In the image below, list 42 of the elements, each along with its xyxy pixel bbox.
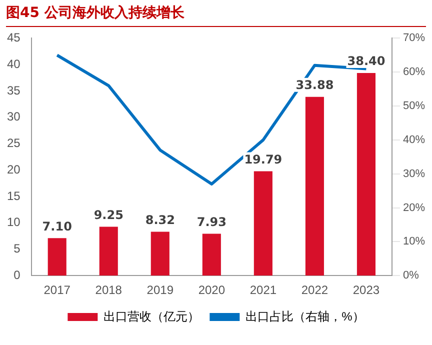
- y-tick-label: 10: [6, 215, 21, 230]
- bar: [356, 73, 376, 276]
- y2-tick-label: 70%: [402, 32, 426, 44]
- y2-tick-label: 20%: [402, 202, 426, 214]
- legend-label: 出口营收（亿元）: [104, 309, 200, 324]
- y-tick-label: 0: [14, 268, 21, 282]
- legend-label: 出口占比（右轴，%）: [246, 309, 364, 324]
- y-tick-label: 30: [6, 110, 21, 124]
- x-tick-label: 2023: [352, 283, 380, 298]
- x-tick-label: 2022: [301, 283, 328, 298]
- data-label: 7.93: [196, 214, 226, 229]
- bar: [305, 96, 324, 276]
- y2-tick-label: 10%: [402, 236, 426, 248]
- y2-tick-label: 30%: [402, 168, 426, 180]
- y-tick-label: 25: [6, 136, 21, 150]
- data-label: 8.32: [145, 212, 175, 227]
- y-tick-label: 15: [6, 188, 21, 203]
- bar: [254, 171, 272, 276]
- y2-tick-label: 50%: [402, 100, 426, 112]
- x-tick-label: 2019: [146, 283, 174, 298]
- data-label: 9.25: [94, 208, 124, 222]
- y-tick-label: 45: [6, 30, 21, 45]
- bar: [202, 234, 221, 276]
- x-tick-label: 2020: [198, 283, 226, 298]
- y-tick-label: 35: [6, 83, 21, 98]
- chart-title: 图45 公司海外收入持续增长: [6, 4, 184, 22]
- y-tick-label: 5: [14, 242, 21, 256]
- x-tick-label: 2021: [250, 283, 277, 298]
- data-label: 7.10: [42, 219, 72, 234]
- bar: [99, 226, 118, 276]
- bar: [48, 238, 66, 276]
- y-tick-label: 20: [6, 162, 21, 176]
- y-tick-label: 40: [6, 56, 21, 71]
- x-tick-label: 2017: [44, 283, 71, 298]
- y2-tick-label: 0%: [402, 270, 420, 282]
- data-label: 33.88: [296, 78, 334, 92]
- y2-tick-label: 40%: [402, 134, 426, 146]
- data-label: 38.40: [347, 54, 386, 68]
- y2-tick-label: 60%: [402, 66, 426, 78]
- bar: [150, 232, 170, 276]
- x-tick-label: 2018: [95, 283, 122, 298]
- data-label: 19.79: [244, 152, 282, 166]
